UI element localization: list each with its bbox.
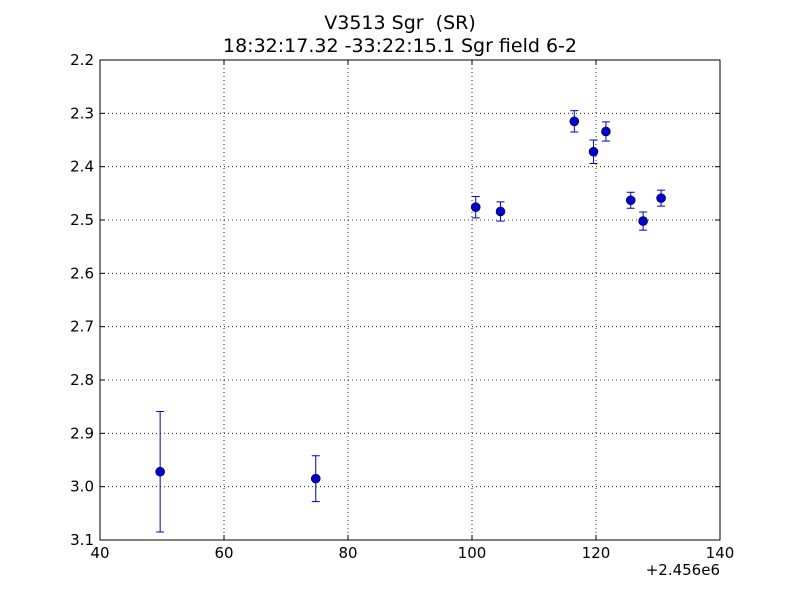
y-tick-label: 2.3: [70, 104, 94, 122]
y-tick-label: 3.0: [70, 478, 94, 496]
data-point: [155, 410, 165, 533]
data-point: [495, 201, 506, 222]
data-point: [638, 211, 648, 231]
data-point: [588, 139, 599, 164]
y-tick-label: 2.2: [70, 51, 94, 69]
y-tick-label: 2.6: [70, 264, 94, 282]
y-tick-label: 2.8: [70, 371, 94, 389]
chart-title: V3513 Sgr (SR): [324, 12, 476, 34]
y-tick-label: 2.7: [70, 318, 94, 336]
axis-ticks: [99, 59, 721, 541]
x-tick-labels: 40 60 80 100 120 140: [90, 544, 734, 562]
point-marker: [638, 216, 648, 226]
data-points: [155, 110, 666, 533]
x-tick-label: 60: [214, 544, 233, 562]
data-point: [625, 191, 636, 209]
x-tick-label: 120: [582, 544, 611, 562]
y-tick-label: 2.4: [70, 158, 94, 176]
y-tick-label: 3.1: [70, 531, 94, 549]
data-point: [569, 110, 580, 133]
point-marker: [470, 202, 481, 212]
x-tick-label: 40: [90, 544, 109, 562]
point-marker: [588, 146, 599, 157]
x-offset-label: +2.456e6: [646, 561, 720, 579]
y-tick-label: 2.5: [70, 211, 94, 229]
point-marker: [155, 466, 165, 477]
point-marker: [495, 206, 506, 217]
data-point: [310, 455, 321, 503]
data-point: [656, 189, 666, 207]
point-marker: [601, 126, 611, 137]
data-point: [470, 196, 481, 219]
point-marker: [656, 193, 666, 203]
y-tick-label: 2.9: [70, 424, 94, 442]
data-point: [601, 121, 611, 142]
point-marker: [569, 116, 580, 127]
chart-subtitle: 18:32:17.32 -33:22:15.1 Sgr field 6-2: [223, 35, 577, 57]
y-tick-labels: 2.2 2.3 2.4 2.5 2.6 2.7 2.8 2.9 3.0 3.1: [70, 51, 94, 549]
point-marker: [625, 195, 636, 206]
x-tick-label: 100: [458, 544, 487, 562]
point-marker: [310, 473, 321, 484]
x-tick-label: 80: [338, 544, 357, 562]
x-tick-label: 140: [706, 544, 735, 562]
plot-frame: [99, 59, 721, 541]
grid-lines: [100, 60, 720, 540]
